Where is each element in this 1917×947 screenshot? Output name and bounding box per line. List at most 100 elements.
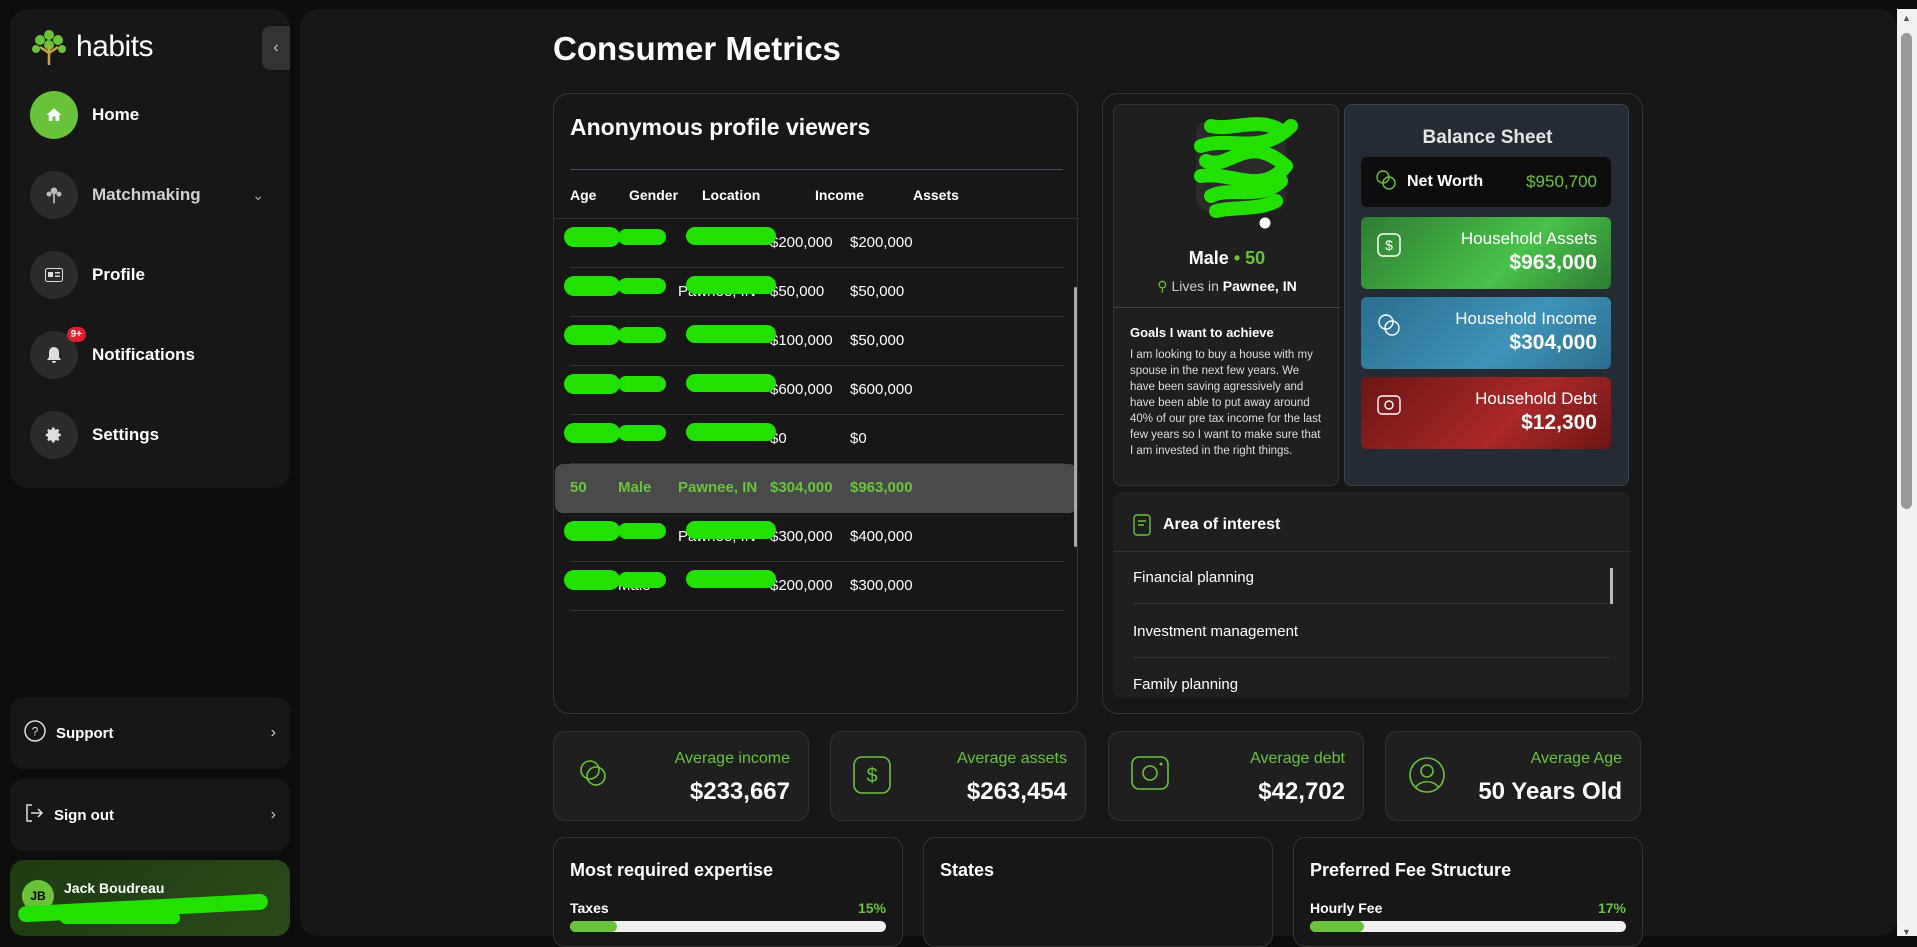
stat-value: $263,454 [966,778,1067,805]
sidebar-item-settings[interactable]: Settings [30,411,270,459]
column-header-assets[interactable]: Assets [913,187,959,203]
chevron-right-icon: › [270,724,276,741]
redaction-scribble [564,325,620,345]
sign-out-label: Sign out [54,806,114,824]
profile-card: Male • 50 ⚲ Lives in Pawnee, IN Goals I … [1113,104,1340,486]
scrollbar-thumb[interactable] [1901,33,1912,509]
scroll-down-icon[interactable]: ▼ [1902,927,1911,937]
household-assets-label: Household Assets [1460,229,1597,248]
redaction-scribble [564,227,620,247]
sidebar-item-notifications[interactable]: 9+ Notifications [30,327,270,379]
interest-item: Investment management [1133,623,1609,658]
tree-logo-icon [32,30,66,65]
help-circle-icon: ? [24,719,46,747]
cell-income: $100,000 [770,332,833,349]
states-panel: States [923,837,1273,947]
sign-out-button[interactable]: Sign out › [10,779,290,851]
id-card-icon [30,251,78,299]
redaction-scribble [686,374,776,392]
home-icon [30,91,78,139]
page-scrollbar[interactable]: ▲ ▼ [1897,9,1917,937]
dollar-icon: $ [853,756,891,799]
profile-viewers-panel: Anonymous profile viewers Age Gender Loc… [553,93,1079,714]
scroll-up-icon[interactable]: ▲ [1902,13,1911,23]
lives-in-label: Lives in [1171,278,1219,294]
table-row[interactable]: $200,000 $200,000 [564,219,1064,268]
stat-label: Average debt [1250,750,1345,767]
table-row-selected[interactable]: 50 Male Pawnee, IN $304,000 $963,000 [555,464,1077,513]
stat-label: Average income [674,750,790,767]
user-card[interactable]: JB Jack Boudreau [10,860,290,936]
cell-assets: $50,000 [850,283,905,300]
bell-icon: 9+ [30,327,86,379]
sidebar-item-label: Settings [92,425,160,444]
redaction-scribble [564,276,620,296]
column-header-income[interactable]: Income [815,187,865,203]
table-row[interactable]: $600,000 $600,000 [564,366,1064,415]
chevron-left-icon: ‹ [273,39,279,56]
gear-icon [30,411,78,459]
dollar-icon: $ [1377,233,1401,262]
household-assets-card: $ Household Assets $963,000 [1361,217,1611,289]
redaction-scribble [618,376,666,392]
column-header-gender[interactable]: Gender [629,187,679,203]
profile-location: ⚲ Lives in Pawnee, IN [1114,278,1340,295]
table-scrollbar[interactable] [1074,287,1077,547]
table-row[interactable]: Male$200,000$300,000 [564,562,1064,611]
progress-fill [570,921,618,932]
redaction-scribble [618,229,666,245]
sidebar-item-home[interactable]: Home [30,91,270,139]
area-of-interest-title: Area of interest [1163,516,1281,533]
progress-fill [1310,921,1364,932]
bar-label: Hourly Fee [1310,900,1383,916]
table-row[interactable]: Pawnee, IN$50,000$50,000 [564,268,1064,317]
redaction-scribble [564,570,620,590]
panel-title: Preferred Fee Structure [1310,860,1512,880]
user-icon [1408,756,1446,799]
redaction-scribble [618,425,666,441]
stat-label: Average assets [957,750,1067,767]
svg-text:?: ? [32,724,39,738]
redaction-scribble [686,570,776,588]
table-row[interactable]: $0 $0 [564,415,1064,464]
redaction-scribble [618,278,666,294]
sidebar-item-profile[interactable]: Profile [30,251,270,299]
profile-sex-age: Male • 50 [1114,248,1340,269]
average-debt-card: Average debt $42,702 [1108,731,1364,821]
redaction-scribble [686,276,776,294]
cell-income: $600,000 [770,381,833,398]
svg-text:$: $ [1385,237,1393,253]
expertise-progress-bar [570,921,886,932]
coins-icon [1377,313,1401,342]
expertise-panel: Most required expertise Taxes 15% [553,837,903,947]
panel-title: Anonymous profile viewers [570,114,871,140]
interest-item: Family planning [1133,676,1609,698]
chevron-right-icon: › [270,806,276,823]
cell-assets: $200,000 [850,234,913,251]
goals-title: Goals I want to achieve [1130,325,1274,340]
balance-sheet: Balance Sheet Net Worth $950,700 $ House… [1344,104,1629,486]
redaction-scribble [618,327,666,343]
chevron-down-icon[interactable]: ⌄ [252,186,264,203]
cell-age: 50 [570,479,587,496]
cell-income: $50,000 [770,283,825,300]
bar-percent: 17% [1597,900,1626,916]
collapse-sidebar-button[interactable]: ‹ [262,26,290,70]
sidebar: habits Home Matchmaking ⌄ Profile 9+ Not… [10,9,290,488]
cell-gender: Male [618,479,652,496]
app-logo[interactable]: habits [30,27,154,67]
cell-location: Pawnee, IN [678,479,758,496]
sidebar-item-label: Notifications [92,345,195,364]
cell-income: $304,000 [770,479,833,496]
profile-location-value: Pawnee, IN [1222,278,1297,294]
sign-out-icon [24,803,44,828]
column-header-location[interactable]: Location [702,187,761,203]
interest-scrollbar[interactable] [1610,568,1613,604]
support-button[interactable]: ? Support › [10,697,290,769]
table-row[interactable]: $100,000 $50,000 [564,317,1064,366]
cell-assets: $0 [850,430,867,447]
household-debt-card: Household Debt $12,300 [1361,377,1611,449]
column-header-age[interactable]: Age [570,187,597,203]
sidebar-item-matchmaking[interactable]: Matchmaking ⌄ [30,171,270,219]
table-row[interactable]: Pawnee, IN$300,000$400,000 [564,513,1064,562]
